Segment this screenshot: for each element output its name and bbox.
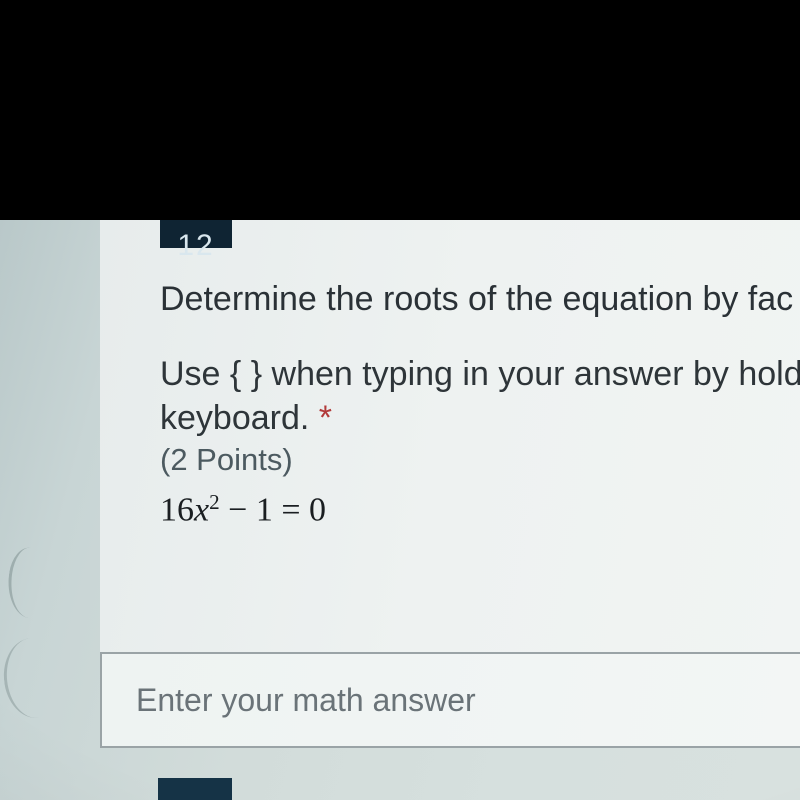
question-number-chip: 12 <box>160 220 232 248</box>
letterbox-top <box>0 0 800 220</box>
instruction-line-1: Use { } when typing in your answer by ho… <box>160 355 800 393</box>
screen-area: 12 Determine the roots of the equation b… <box>0 220 800 800</box>
eq-coef: 16 <box>160 492 194 529</box>
instruction-line-2: keyboard. <box>160 399 319 437</box>
eq-exp: 2 <box>209 490 220 514</box>
required-asterisk: * <box>319 399 332 437</box>
question-card: 12 Determine the roots of the equation b… <box>100 220 800 660</box>
eq-rest: − 1 = 0 <box>220 492 326 529</box>
answer-input[interactable] <box>136 682 800 719</box>
question-equation: 16x2 − 1 = 0 <box>160 490 800 530</box>
answer-input-container[interactable] <box>100 652 800 748</box>
question-body: Determine the roots of the equation by f… <box>160 280 800 530</box>
question-title: Determine the roots of the equation by f… <box>160 280 800 319</box>
next-question-chip-partial <box>158 778 232 800</box>
eq-var: x <box>194 492 209 529</box>
screen-smudge <box>0 635 68 721</box>
question-points: (2 Points) <box>160 442 800 478</box>
question-instruction: Use { } when typing in your answer by ho… <box>160 353 800 440</box>
screen-smudge <box>3 545 56 620</box>
